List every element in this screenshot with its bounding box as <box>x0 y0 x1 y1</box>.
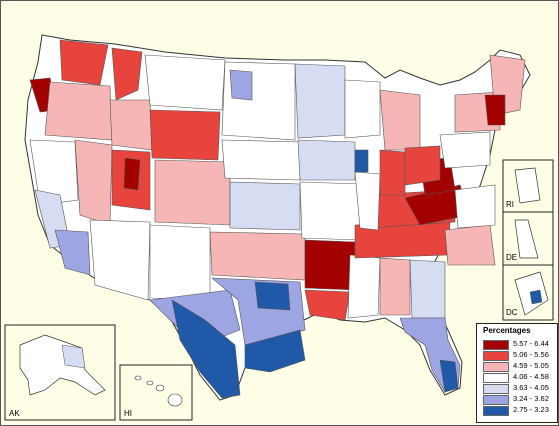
legend-swatch-4 <box>483 373 509 383</box>
legend-title: Percentages <box>483 326 531 335</box>
alaska-shape <box>19 334 106 396</box>
region-georgia <box>409 259 446 319</box>
region-chicago <box>354 149 369 173</box>
region-texas-dallas <box>254 281 291 311</box>
legend-swatch-5 <box>483 384 509 394</box>
region-iowa <box>297 139 356 181</box>
hawaii-island-2 <box>146 380 154 386</box>
hi-label: HI <box>124 409 132 418</box>
region-ca-n <box>29 139 79 206</box>
hawaii-island-1 <box>134 375 142 381</box>
legend-swatch-1 <box>483 340 509 350</box>
legend-swatch-2 <box>483 351 509 361</box>
legend-label-6: 3.24 - 3.62 <box>513 394 549 403</box>
region-pennsylvania <box>439 131 491 169</box>
legend-swatch-3 <box>483 362 509 372</box>
legend-swatch-6 <box>483 395 509 405</box>
region-alabama <box>379 257 411 316</box>
region-vermont-red <box>484 94 506 126</box>
region-carolinas <box>444 224 496 266</box>
legend-label-5: 3.63 - 4.05 <box>513 383 549 392</box>
dc-region-blue <box>529 289 543 305</box>
hawaii-island-3 <box>155 384 165 392</box>
region-wisconsin <box>344 79 381 139</box>
ri-shape <box>514 167 541 204</box>
region-nebraska <box>221 139 301 181</box>
region-arkansas <box>304 239 356 291</box>
de-shape <box>514 219 539 259</box>
region-texas-south <box>171 299 241 399</box>
ak-label: AK <box>9 409 20 418</box>
region-indiana <box>379 149 406 196</box>
region-mississippi <box>347 254 381 319</box>
ri-label: RI <box>506 200 514 209</box>
region-louisiana <box>304 289 351 321</box>
region-colorado <box>154 159 231 226</box>
region-arizona <box>89 219 151 301</box>
region-florida-south <box>439 359 459 393</box>
dc-label: DC <box>506 308 518 317</box>
region-montana <box>144 54 226 111</box>
region-illinois <box>354 171 381 231</box>
region-virginia <box>454 184 496 229</box>
region-ohio <box>404 145 441 186</box>
legend-label-1: 5.57 - 6.44 <box>513 339 549 348</box>
legend-label-3: 4.59 - 5.05 <box>513 361 549 370</box>
region-texas-houston <box>244 329 306 373</box>
map-legend: Percentages 5.57 - 6.44 5.06 - 5.56 4.59… <box>476 323 558 423</box>
legend-swatch-7 <box>483 406 509 416</box>
region-new-mexico <box>149 224 211 301</box>
legend-label-4: 4.06 - 4.58 <box>513 372 549 381</box>
alaska-region-blue <box>61 344 86 369</box>
legend-label-7: 2.75 - 3.23 <box>513 405 549 414</box>
hi-inset-frame <box>119 364 193 421</box>
region-or-inland <box>44 81 113 141</box>
region-oklahoma <box>209 231 306 281</box>
hawaii-island-4 <box>167 393 183 407</box>
region-wyoming <box>149 109 221 161</box>
region-socal <box>54 229 91 276</box>
region-dakota-blue <box>229 69 253 101</box>
region-idaho-s <box>109 99 153 151</box>
region-washington <box>59 39 109 86</box>
region-nevada <box>74 139 113 226</box>
region-minnesota <box>294 63 346 139</box>
de-label: DE <box>506 253 518 262</box>
region-missouri <box>299 181 361 241</box>
region-idaho-n <box>111 47 143 101</box>
region-utah-core <box>123 157 141 191</box>
legend-label-2: 5.06 - 5.56 <box>513 350 549 359</box>
region-kansas <box>229 181 301 231</box>
region-michigan <box>379 89 421 151</box>
